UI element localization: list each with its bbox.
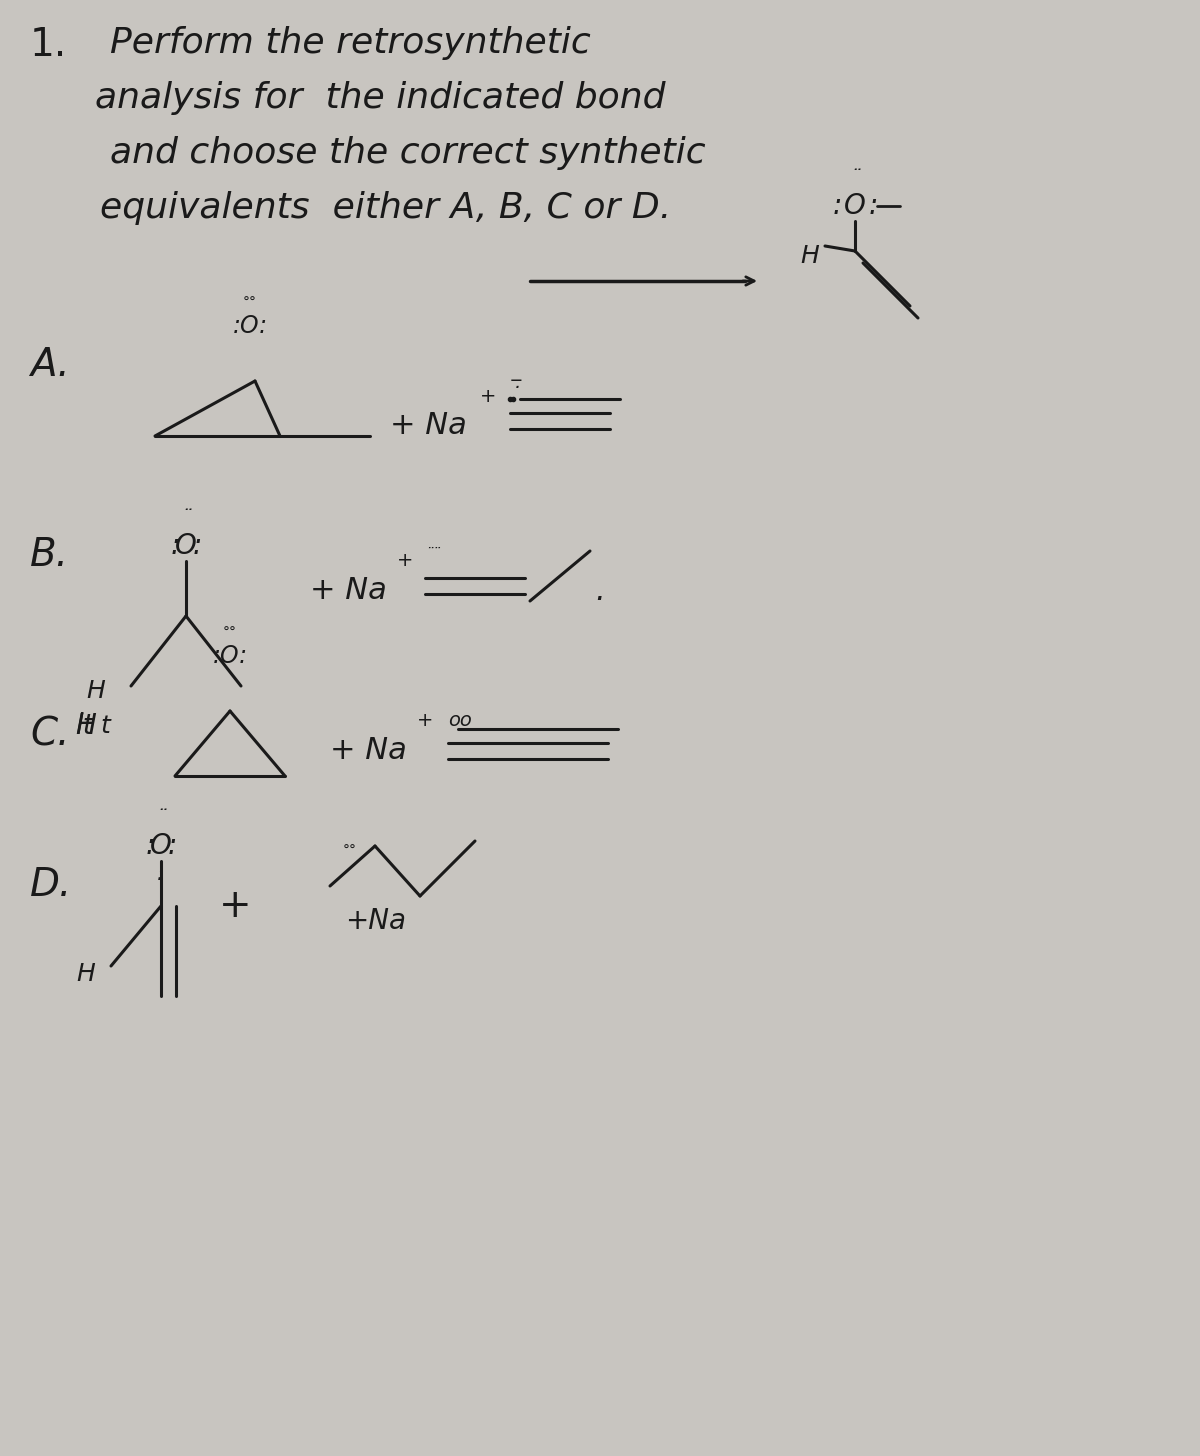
Text: ¨: ¨ <box>850 169 860 188</box>
Text: H: H <box>77 962 95 986</box>
Text: °°: °° <box>242 296 257 310</box>
Text: :: : <box>833 192 841 220</box>
Text: :: : <box>192 531 202 561</box>
Text: :: : <box>869 192 877 220</box>
Text: A.: A. <box>30 347 70 384</box>
Text: +: + <box>218 887 251 925</box>
Text: :: : <box>167 831 176 860</box>
Text: O: O <box>150 831 172 860</box>
Text: :: : <box>157 863 164 884</box>
Text: °°: °° <box>223 626 238 641</box>
Text: :: : <box>145 831 155 860</box>
Text: lt: lt <box>74 712 94 740</box>
Text: Perform the retrosynthetic: Perform the retrosynthetic <box>110 26 590 60</box>
Text: and choose the correct synthetic: and choose the correct synthetic <box>110 135 706 170</box>
Text: + Na: + Na <box>310 577 386 606</box>
Text: :: : <box>170 531 180 561</box>
Text: +Na: +Na <box>346 907 406 935</box>
Text: +: + <box>480 386 496 406</box>
Text: 1.: 1. <box>30 26 67 64</box>
Text: H: H <box>74 712 96 740</box>
Text: analysis for  the indicated bond: analysis for the indicated bond <box>95 82 666 115</box>
Text: ¨: ¨ <box>156 808 166 827</box>
Text: D.: D. <box>30 866 72 904</box>
Text: oo: oo <box>448 712 472 731</box>
Text: O: O <box>175 531 197 561</box>
Text: ¨¨: ¨¨ <box>425 546 440 562</box>
Text: H: H <box>800 245 820 268</box>
Text: C.: C. <box>30 716 70 754</box>
Text: °°: °° <box>343 844 358 858</box>
Text: O: O <box>844 192 866 220</box>
Text: + Na: + Na <box>390 411 467 440</box>
Text: t: t <box>100 713 109 738</box>
Text: :O:: :O: <box>233 314 268 338</box>
Text: H: H <box>86 678 106 703</box>
Text: .: . <box>595 577 605 606</box>
Text: + Na: + Na <box>330 735 407 764</box>
Text: equivalents  either A, B, C or D.: equivalents either A, B, C or D. <box>100 191 671 226</box>
Text: ·̅: ·̅ <box>515 380 521 399</box>
Text: +: + <box>397 552 413 571</box>
Text: :O:: :O: <box>212 644 247 668</box>
Text: +: + <box>416 712 433 731</box>
Text: ¨: ¨ <box>181 508 191 527</box>
Text: B.: B. <box>30 536 70 574</box>
